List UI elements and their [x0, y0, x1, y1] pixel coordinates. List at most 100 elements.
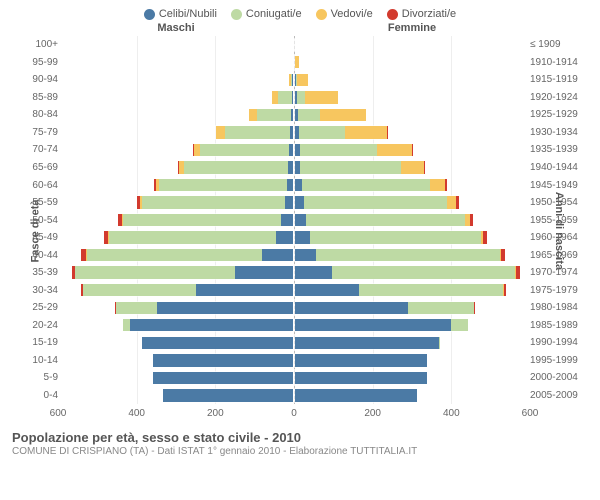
female-half — [294, 352, 530, 370]
pyramid-row — [58, 176, 530, 194]
male-half — [58, 369, 294, 387]
bar-segment — [142, 196, 286, 208]
bar — [294, 230, 488, 244]
age-label: 60-64 — [22, 176, 58, 194]
bar-segment — [194, 144, 201, 156]
legend-swatch — [316, 9, 327, 20]
pyramid-row — [58, 317, 530, 335]
bar-segment — [87, 249, 262, 261]
age-label: 45-49 — [22, 229, 58, 247]
male-half — [58, 89, 294, 107]
legend-label: Celibi/Nubili — [159, 8, 217, 20]
bar-segment — [298, 109, 320, 121]
pyramid-row — [58, 229, 530, 247]
population-pyramid-chart: Celibi/NubiliConiugati/eVedovi/eDivorzia… — [0, 0, 600, 500]
female-half — [294, 369, 530, 387]
bar-segment — [295, 372, 427, 384]
female-half — [294, 264, 530, 282]
male-half — [58, 124, 294, 142]
bar-rows — [58, 36, 530, 404]
age-label: 5-9 — [22, 369, 58, 387]
female-half — [294, 36, 530, 54]
bar-segment — [445, 179, 447, 191]
legend-label: Coniugati/e — [246, 8, 302, 20]
age-label: 35-39 — [22, 264, 58, 282]
bar-segment — [123, 214, 282, 226]
female-half — [294, 159, 530, 177]
female-half — [294, 246, 530, 264]
bar-segment — [408, 302, 474, 314]
legend-item: Coniugati/e — [231, 8, 302, 20]
bar — [294, 38, 296, 52]
birth-label: 1970-1974 — [530, 264, 586, 282]
birth-label: 1980-1984 — [530, 299, 586, 317]
bar-segment — [153, 372, 293, 384]
female-half — [294, 89, 530, 107]
bar-segment — [116, 302, 157, 314]
bar — [162, 388, 294, 402]
male-half — [58, 36, 294, 54]
legend-label: Divorziati/e — [402, 8, 456, 20]
male-half — [58, 71, 294, 89]
male-half — [58, 387, 294, 405]
bar — [136, 195, 294, 209]
x-tick: 400 — [443, 408, 460, 419]
pyramid-row — [58, 36, 530, 54]
bar-segment — [451, 319, 468, 331]
birth-label: 1975-1979 — [530, 281, 586, 299]
female-half — [294, 176, 530, 194]
birth-label: 1955-1959 — [530, 211, 586, 229]
bar — [294, 265, 521, 279]
bar-segment — [295, 56, 299, 68]
legend: Celibi/NubiliConiugati/eVedovi/eDivorzia… — [8, 8, 592, 20]
male-half — [58, 229, 294, 247]
bar-segment — [447, 196, 456, 208]
bar-segment — [295, 249, 316, 261]
x-tick: 200 — [207, 408, 224, 419]
bar-segment — [109, 231, 276, 243]
birth-label: 1910-1914 — [530, 54, 586, 72]
male-half — [58, 334, 294, 352]
pyramid-row — [58, 106, 530, 124]
pyramid-row — [58, 334, 530, 352]
x-tick: 600 — [522, 408, 539, 419]
bar — [192, 143, 294, 157]
bar-segment — [130, 319, 293, 331]
bar-segment — [316, 249, 499, 261]
plot-area: Fasce di età Anni di nascita 100+95-9990… — [8, 36, 592, 426]
bar-segment — [292, 91, 293, 103]
bar-segment — [295, 179, 302, 191]
age-label: 40-44 — [22, 246, 58, 264]
bar-segment — [299, 126, 345, 138]
age-label: 10-14 — [22, 352, 58, 370]
legend-item: Celibi/Nubili — [144, 8, 217, 20]
bar — [80, 283, 294, 297]
legend-swatch — [144, 9, 155, 20]
bar — [271, 90, 294, 104]
male-half — [58, 194, 294, 212]
male-half — [58, 352, 294, 370]
birth-label: 1995-1999 — [530, 352, 586, 370]
bar — [294, 195, 460, 209]
age-label: 25-29 — [22, 299, 58, 317]
bar — [294, 143, 414, 157]
bar-segment — [184, 161, 288, 173]
bar-segment — [297, 91, 305, 103]
bar-segment — [439, 337, 440, 349]
birth-label: 1940-1944 — [530, 159, 586, 177]
bar-segment — [359, 284, 503, 296]
bar-segment — [123, 319, 130, 331]
bar — [177, 160, 294, 174]
x-tick: 600 — [50, 408, 67, 419]
male-half — [58, 246, 294, 264]
bar-segment — [412, 144, 413, 156]
age-label: 65-69 — [22, 159, 58, 177]
bar — [294, 283, 507, 297]
male-half — [58, 176, 294, 194]
pyramid-row — [58, 71, 530, 89]
bar — [294, 388, 418, 402]
x-axis: 6004002000200400600 — [58, 406, 530, 426]
bar-segment — [305, 91, 338, 103]
female-half — [294, 71, 530, 89]
birth-label: ≤ 1909 — [530, 36, 586, 54]
